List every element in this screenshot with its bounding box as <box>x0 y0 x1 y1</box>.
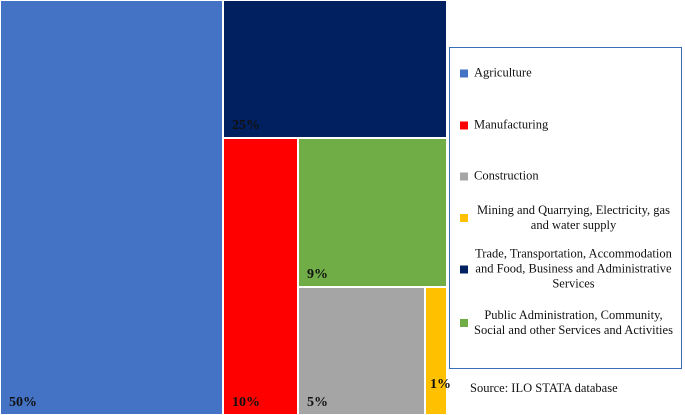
legend-swatch <box>460 69 468 77</box>
legend-swatch <box>460 265 468 273</box>
legend-label: Manufacturing <box>474 117 549 132</box>
legend-label: Construction <box>474 168 539 183</box>
chart-legend: Agriculture Manufacturing Construction M… <box>449 47 682 369</box>
legend-label: Agriculture <box>474 65 532 80</box>
legend-label: Mining and Quarrying, Electricity, gas a… <box>477 203 670 232</box>
legend-item-mining: Mining and Quarrying, Electricity, gas a… <box>460 203 673 233</box>
data-label-manufacturing: 10% <box>232 395 260 410</box>
treemap-chart: 50% 25% 10% 9% 5% 1% <box>0 0 451 415</box>
treemap-tile-mining <box>425 287 447 415</box>
data-label-construction: 5% <box>307 395 328 410</box>
legend-item-agriculture: Agriculture <box>460 66 673 81</box>
source-note: Source: ILO STATA database <box>470 381 618 395</box>
data-label-agriculture: 50% <box>9 395 37 410</box>
legend-label: Public Administration, Community, Social… <box>474 308 673 337</box>
legend-swatch <box>460 319 468 327</box>
legend-item-trade: Trade, Transportation, Accommodation and… <box>460 247 673 292</box>
legend-swatch <box>460 214 468 222</box>
treemap-tile-construction <box>298 287 425 415</box>
legend-item-construction: Construction <box>460 169 673 184</box>
data-label-trade: 25% <box>232 118 260 133</box>
data-label-public: 9% <box>307 267 328 282</box>
legend-swatch <box>460 121 468 129</box>
treemap-tile-manufacturing <box>223 138 298 415</box>
treemap-tile-agriculture <box>0 0 223 415</box>
legend-item-public-admin: Public Administration, Community, Social… <box>460 308 673 338</box>
legend-swatch <box>460 172 468 180</box>
legend-label: Trade, Transportation, Accommodation and… <box>475 246 672 291</box>
treemap-tile-public <box>298 138 447 287</box>
treemap-tile-trade <box>223 0 447 138</box>
legend-item-manufacturing: Manufacturing <box>460 118 673 133</box>
data-label-mining: 1% <box>430 377 451 392</box>
